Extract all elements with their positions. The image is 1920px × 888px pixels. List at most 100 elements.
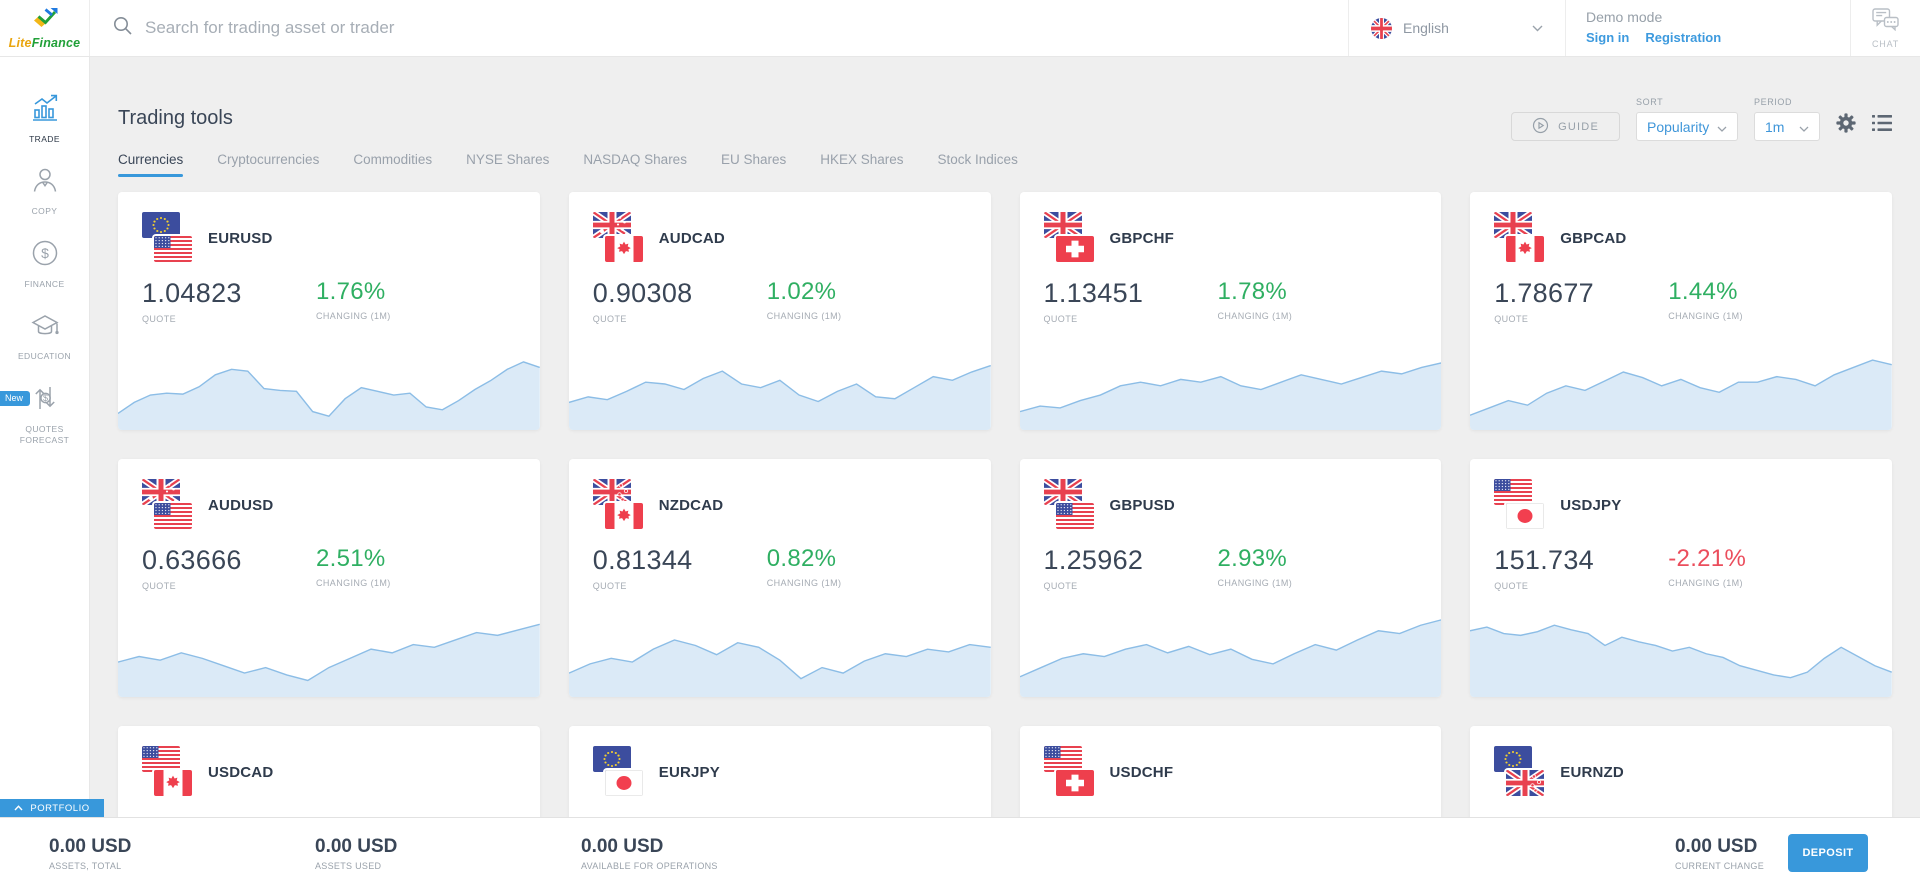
portfolio-stat: 0.00 USD ASSETS USED — [315, 836, 581, 871]
finance-icon: $ — [30, 238, 60, 273]
tab-hkex-shares[interactable]: HKEX Shares — [820, 152, 904, 167]
tab-nasdaq-shares[interactable]: NASDAQ Shares — [583, 152, 687, 167]
period-dropdown[interactable]: 1m — [1754, 112, 1820, 141]
search-input[interactable] — [145, 18, 1348, 38]
flag-gb-icon — [1494, 212, 1533, 238]
sidebar-item-label: TRADE — [29, 134, 60, 144]
flag-pair — [1494, 212, 1546, 264]
list-view-button[interactable] — [1872, 111, 1892, 140]
sign-in-link[interactable]: Sign in — [1586, 30, 1630, 45]
new-badge: New — [0, 390, 31, 407]
changing-label: CHANGING (1M) — [316, 311, 391, 321]
flag-pair — [1043, 212, 1096, 264]
asset-card-gbpusd[interactable]: GBPUSD 1.25962 QUOTE 2.93% CHANGING (1M) — [1019, 459, 1442, 697]
chat-button[interactable]: CHAT — [1850, 0, 1920, 56]
chat-label: CHAT — [1871, 38, 1900, 49]
sparkline-chart — [1019, 330, 1442, 430]
asset-symbol: USDCAD — [208, 763, 274, 781]
sidebar-item-trade[interactable]: TRADE — [0, 93, 89, 145]
asset-change: 1.44% — [1668, 278, 1738, 305]
quote-label: QUOTE — [592, 581, 627, 591]
sidebar-item-label: EDUCATION — [17, 351, 72, 362]
trade-icon — [30, 93, 60, 128]
asset-card-eurusd[interactable]: EURUSD 1.04823 QUOTE 1.76% CHANGING (1M) — [118, 192, 540, 430]
asset-card-gbpchf[interactable]: GBPCHF 1.13451 QUOTE 1.78% CHANGING (1M) — [1019, 192, 1442, 430]
changing-label: CHANGING (1M) — [1668, 311, 1743, 321]
portfolio-stat: 0.00 USD AVAILABLE FOR OPERATIONS — [581, 836, 847, 871]
search-icon — [113, 16, 132, 40]
sidebar-item-education[interactable]: EDUCATION — [0, 310, 89, 362]
flag-us-icon — [154, 503, 192, 529]
tab-eu-shares[interactable]: EU Shares — [720, 152, 787, 167]
sort-dropdown[interactable]: Popularity — [1636, 112, 1738, 141]
sparkline-chart — [1470, 597, 1892, 697]
flag-pair — [1043, 746, 1096, 798]
sparkline-chart — [568, 330, 991, 430]
svg-text:$: $ — [42, 393, 47, 403]
asset-card-nzdcad[interactable]: NZDCAD 0.81344 QUOTE 0.82% CHANGING (1M) — [568, 459, 991, 697]
period-control: PERIOD 1m — [1754, 97, 1820, 141]
gear-icon — [1836, 113, 1856, 138]
sidebar-item-quotes-forecast[interactable]: New $ QUOTES FORECAST — [0, 383, 89, 447]
flag-us-icon — [154, 236, 192, 262]
asset-symbol: USDJPY — [1560, 496, 1622, 514]
asset-symbol: GBPCAD — [1560, 229, 1627, 247]
asset-change: 2.51% — [316, 545, 386, 572]
category-tabs: Currencies Cryptocurrencies Commodities NYS… — [118, 152, 1892, 177]
tab-cryptocurrencies[interactable]: Cryptocurrencies — [217, 152, 320, 167]
stat-label: ASSETS USED — [315, 860, 382, 871]
registration-link[interactable]: Registration — [1645, 30, 1722, 45]
quote-label: QUOTE — [1043, 314, 1078, 324]
language-label: English — [1403, 20, 1449, 36]
asset-cards-grid: EURUSD 1.04823 QUOTE 1.76% CHANGING (1M) AUDC… — [118, 192, 1892, 888]
education-icon — [29, 310, 61, 345]
tab-nyse-shares[interactable]: NYSE Shares — [466, 152, 550, 167]
flag-pair — [1043, 479, 1096, 531]
asset-symbol: GBPUSD — [1109, 496, 1175, 514]
portfolio-label: PORTFOLIO — [30, 802, 90, 814]
guide-button[interactable]: GUIDE — [1511, 112, 1620, 141]
flag-pair — [1494, 746, 1546, 798]
sidebar-item-label: FINANCE — [24, 278, 65, 289]
settings-button[interactable] — [1836, 111, 1856, 140]
portfolio-stat: 0.00 USD CURRENT CHANGE — [1675, 836, 1764, 871]
flag-pair — [142, 212, 194, 264]
asset-change: 0.82% — [766, 545, 837, 572]
sparkline-chart — [118, 597, 540, 697]
litefinance-logo[interactable]: LiteFinance — [0, 0, 90, 56]
quote-label: QUOTE — [1494, 581, 1529, 591]
changing-label: CHANGING (1M) — [316, 578, 391, 588]
flag-pair — [592, 746, 645, 798]
quotes-forecast-icon: $ — [30, 383, 60, 418]
sidebar-item-label: QUOTES FORECAST — [19, 423, 70, 446]
asset-card-usdjpy[interactable]: USDJPY 151.734 QUOTE -2.21% CHANGING (1M) — [1470, 459, 1892, 697]
asset-card-audusd[interactable]: AUDUSD 0.63666 QUOTE 2.51% CHANGING (1M) — [118, 459, 540, 697]
uk-flag-icon — [1371, 17, 1392, 39]
flag-pair — [142, 479, 194, 531]
logo-text-finance: Finance — [31, 35, 81, 50]
asset-change: 2.93% — [1217, 545, 1288, 572]
tab-stock-indices[interactable]: Stock Indices — [937, 152, 1018, 167]
main-content: Trading tools GUIDE SORT Popularity PERI… — [90, 57, 1920, 888]
quote-label: QUOTE — [142, 581, 177, 591]
stat-label: CURRENT CHANGE — [1674, 860, 1764, 871]
asset-card-audcad[interactable]: AUDCAD 0.90308 QUOTE 1.02% CHANGING (1M) — [568, 192, 991, 430]
account-panel: Demo mode Sign in Registration — [1565, 0, 1850, 56]
asset-card-gbpcad[interactable]: GBPCAD 1.78677 QUOTE 1.44% CHANGING (1M) — [1470, 192, 1892, 430]
deposit-button[interactable]: DEPOSIT — [1788, 834, 1868, 872]
chat-icon — [1872, 7, 1899, 36]
sidebar-item-finance[interactable]: $ FINANCE — [0, 238, 89, 290]
portfolio-toggle[interactable]: PORTFOLIO — [0, 799, 104, 817]
tab-commodities[interactable]: Commodities — [353, 152, 433, 167]
list-icon — [1872, 115, 1892, 136]
flag-eu-icon — [592, 746, 631, 772]
sidebar-item-copy[interactable]: COPY — [0, 165, 89, 217]
flag-eu-icon — [1494, 746, 1533, 772]
changing-label: CHANGING (1M) — [766, 578, 842, 588]
chevron-up-icon — [14, 803, 23, 814]
language-selector[interactable]: English — [1348, 0, 1565, 56]
flag-gb-icon — [1043, 479, 1082, 505]
flag-ch-icon — [1055, 770, 1094, 796]
tab-currencies[interactable]: Currencies — [118, 152, 184, 177]
litefinance-logo-icon — [30, 7, 60, 35]
